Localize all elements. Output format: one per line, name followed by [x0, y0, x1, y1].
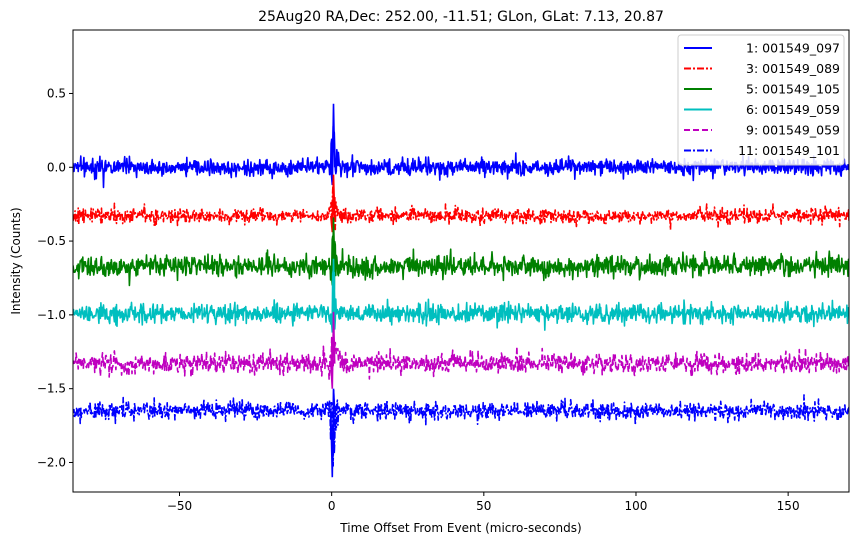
legend: 1: 001549_097 3: 001549_089 5: 001549_105 6… — [677, 34, 845, 166]
series-spike — [330, 174, 336, 233]
y-tick-label: 0.5 — [47, 86, 66, 100]
legend-box — [677, 34, 845, 166]
series-line — [73, 235, 849, 291]
series-spike — [330, 217, 336, 286]
series-spike — [330, 258, 336, 333]
y-tick-label: −2.0 — [37, 455, 66, 469]
series-spike — [330, 311, 336, 389]
x-tick-label: 50 — [476, 499, 491, 513]
legend-entry-label: 6: 001549_059 — [746, 102, 840, 117]
plot-frame — [72, 29, 850, 493]
x-tick-label: 0 — [328, 499, 336, 513]
series-spike — [330, 388, 336, 478]
x-axis: −50 0 50 100 150 — [167, 492, 800, 513]
x-axis-label: Time Offset From Event (micro-seconds) — [339, 521, 581, 535]
legend-entry-label: 1: 001549_097 — [746, 41, 840, 56]
series-layer — [73, 103, 849, 478]
legend-entry-label: 5: 001549_105 — [746, 82, 840, 97]
series-line — [73, 269, 849, 336]
x-tick-label: 100 — [625, 499, 648, 513]
y-axis-label: Intensity (Counts) — [9, 207, 23, 314]
x-tick-label: −50 — [167, 499, 192, 513]
y-tick-label: 0.0 — [47, 160, 66, 174]
y-tick-label: −1.5 — [37, 382, 66, 396]
legend-entry-label: 3: 001549_089 — [746, 61, 840, 76]
legend-entry-label: 9: 001549_059 — [746, 123, 840, 138]
chart-title: 25Aug20 RA,Dec: 252.00, -11.51; GLon, GL… — [258, 9, 664, 25]
y-axis: 0.5 0.0 −0.5 −1.0 −1.5 −2.0 — [37, 86, 73, 469]
series-line — [73, 180, 849, 231]
series-spike — [330, 103, 336, 186]
series-line — [73, 125, 849, 189]
y-tick-label: −0.5 — [37, 234, 66, 248]
legend-entry-label: 11: 001549_101 — [738, 143, 840, 158]
series-line — [73, 389, 849, 467]
y-tick-label: −1.0 — [37, 308, 66, 322]
series-line — [73, 335, 849, 380]
x-tick-label: 150 — [777, 499, 800, 513]
